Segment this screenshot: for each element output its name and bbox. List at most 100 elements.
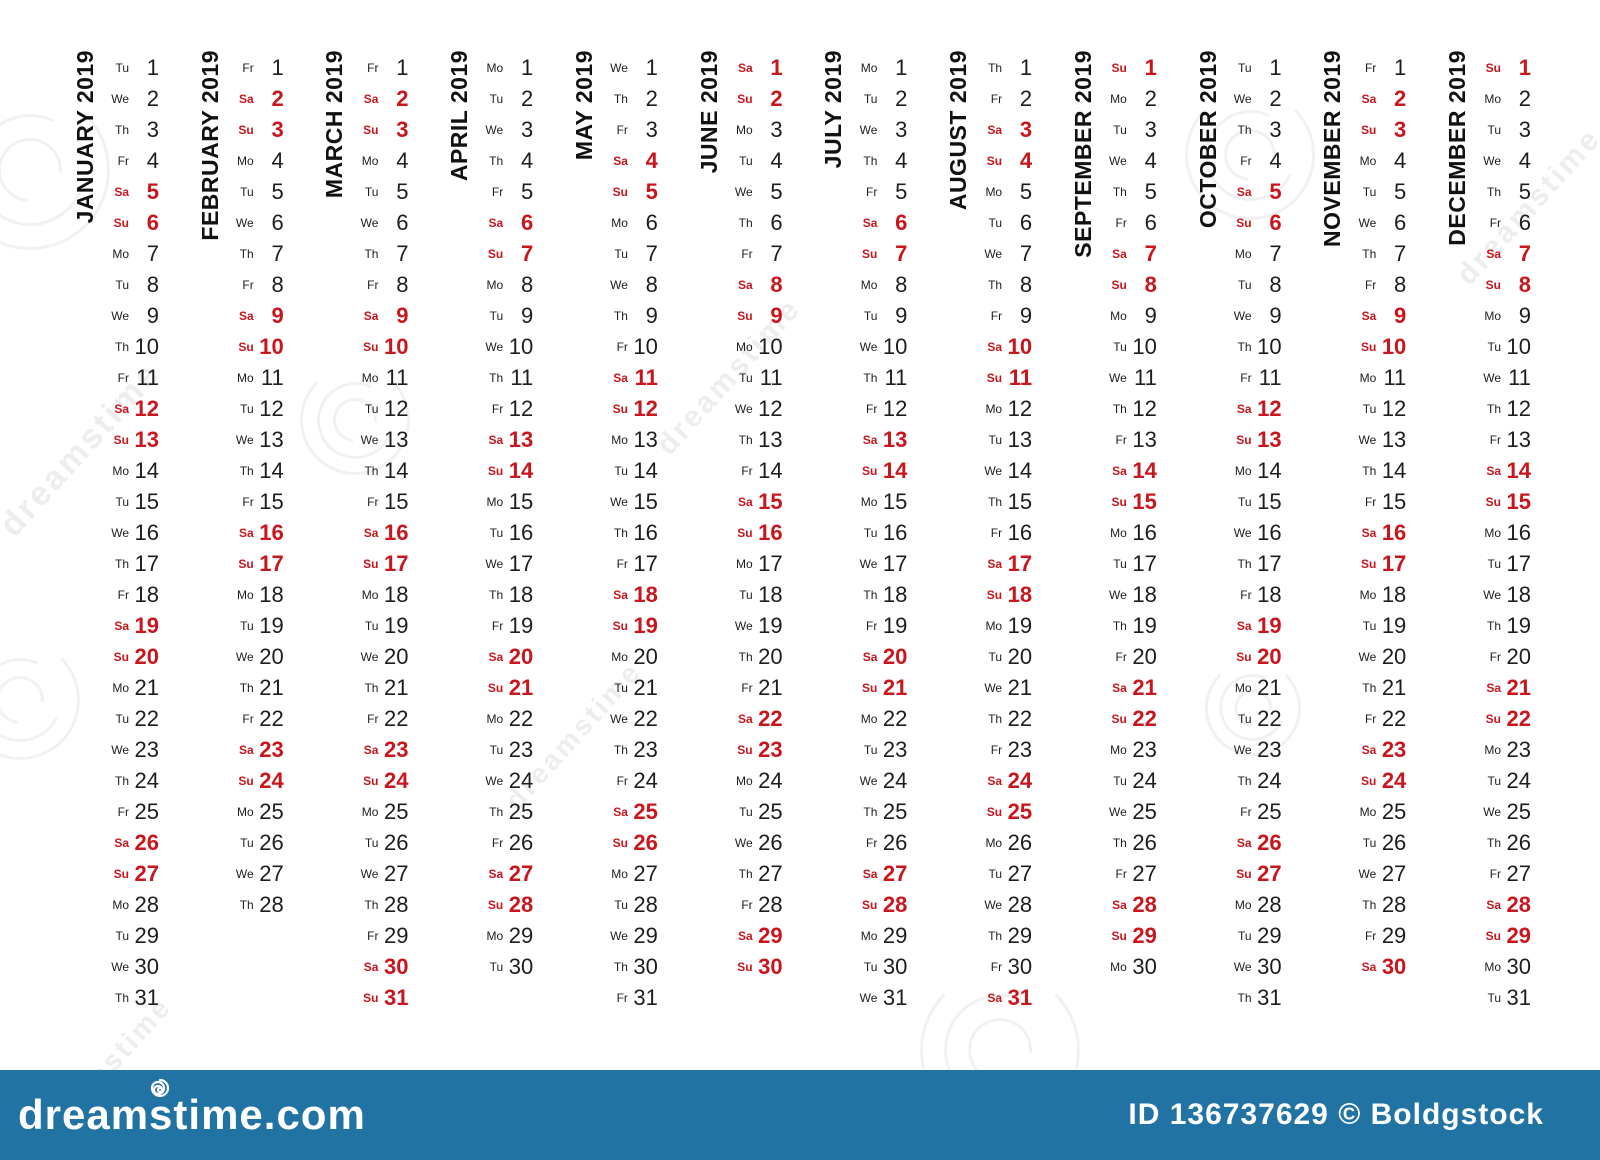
weekday-label: We bbox=[111, 91, 129, 106]
weekday-label: Tu bbox=[1238, 711, 1252, 726]
day-row: Su 15 bbox=[1105, 486, 1156, 517]
weekday-label: We bbox=[859, 122, 878, 137]
weekday-label: Fr bbox=[741, 680, 753, 695]
weekday-label: Sa bbox=[1361, 525, 1377, 540]
day-number: 4 bbox=[1518, 147, 1532, 173]
weekday-label: Mo bbox=[1359, 370, 1377, 385]
weekday-label: We bbox=[360, 649, 379, 664]
day-row: Tu 30 bbox=[481, 951, 534, 982]
day-number: 6 bbox=[271, 209, 284, 235]
day-number: 11 bbox=[136, 364, 159, 390]
day-number: 7 bbox=[520, 240, 534, 266]
weekday-label: Fr bbox=[1115, 866, 1127, 881]
weekday-label: Tu bbox=[739, 587, 753, 602]
weekday-label: Tu bbox=[489, 742, 504, 757]
weekday-label: We bbox=[610, 60, 628, 75]
day-number: 4 bbox=[770, 147, 783, 173]
day-row: Su 3 bbox=[356, 114, 408, 145]
day-row: Th 20 bbox=[731, 641, 783, 672]
day-row: Th 12 bbox=[1105, 393, 1157, 424]
day-row: We 19 bbox=[731, 610, 783, 641]
weekday-label: Tu bbox=[240, 184, 254, 199]
weekday-label: Fr bbox=[990, 959, 1003, 974]
day-row: Sa 15 bbox=[731, 486, 783, 517]
weekday-label: Th bbox=[239, 246, 254, 261]
day-row: Mo 19 bbox=[980, 610, 1032, 641]
day-number: 12 bbox=[1381, 395, 1407, 421]
day-row: Th 30 bbox=[606, 951, 658, 982]
day-row: Fr 29 bbox=[1354, 920, 1406, 951]
day-row: Sa 13 bbox=[481, 424, 534, 455]
weekday-label: Fr bbox=[1115, 215, 1127, 230]
weekday-label: We bbox=[1358, 215, 1377, 230]
day-row: Fr 31 bbox=[606, 982, 658, 1013]
day-number: 31 bbox=[882, 984, 908, 1010]
weekday-label: Th bbox=[114, 556, 129, 571]
day-number: 27 bbox=[1132, 860, 1157, 886]
weekday-label: Mo bbox=[735, 339, 753, 354]
weekday-label: Sa bbox=[1112, 463, 1127, 478]
weekday-label: Tu bbox=[489, 525, 504, 540]
day-row: Fr 15 bbox=[356, 486, 408, 517]
weekday-label: Fr bbox=[616, 990, 628, 1005]
day-row: Fr 19 bbox=[481, 610, 533, 641]
day-row: Su 18 bbox=[980, 579, 1032, 610]
day-row: Mo 15 bbox=[855, 486, 908, 517]
day-number: 27 bbox=[383, 860, 409, 886]
weekday-label: Mo bbox=[237, 370, 254, 385]
weekday-label: Fr bbox=[491, 835, 504, 850]
day-row: Mo 1 bbox=[855, 52, 908, 83]
day-row: Mo 7 bbox=[1230, 238, 1282, 269]
weekday-label: Mo bbox=[1110, 308, 1127, 323]
day-row: Su 21 bbox=[481, 672, 533, 703]
day-row: Mo 14 bbox=[107, 455, 159, 486]
day-row: Sa 4 bbox=[606, 145, 658, 176]
weekday-label: Th bbox=[1112, 835, 1127, 850]
weekday-label: Th bbox=[988, 60, 1003, 75]
day-number: 24 bbox=[633, 767, 658, 793]
day-number: 22 bbox=[383, 705, 409, 731]
weekday-label: Su bbox=[737, 742, 753, 757]
weekday-label: Mo bbox=[1234, 246, 1252, 261]
day-row: Fr 18 bbox=[1230, 579, 1281, 610]
weekday-label: Mo bbox=[985, 184, 1003, 199]
weekday-label: We bbox=[485, 122, 504, 137]
day-row: Fr 12 bbox=[481, 393, 533, 424]
day-row: Su 29 bbox=[1105, 920, 1156, 951]
day-row: Tu 26 bbox=[1354, 827, 1407, 858]
weekday-label: Sa bbox=[1112, 680, 1127, 695]
day-number: 11 bbox=[884, 364, 908, 390]
month-label: APRIL 2019 bbox=[446, 50, 473, 182]
day-row: Sa 18 bbox=[606, 579, 658, 610]
day-number: 2 bbox=[146, 85, 159, 111]
day-row: Su 10 bbox=[1354, 331, 1406, 362]
day-number: 5 bbox=[645, 178, 658, 204]
day-number: 9 bbox=[1269, 302, 1282, 328]
weekday-label: Sa bbox=[737, 277, 753, 292]
day-row: We 1 bbox=[606, 52, 658, 83]
day-row: Mo 21 bbox=[1230, 672, 1282, 703]
weekday-label: Tu bbox=[1487, 990, 1502, 1005]
day-row: We 20 bbox=[356, 641, 409, 672]
weekday-label: Th bbox=[613, 742, 628, 757]
day-number: 28 bbox=[758, 891, 783, 917]
day-row: Th 27 bbox=[731, 858, 783, 889]
day-number: 14 bbox=[1381, 457, 1407, 483]
weekday-label: Tu bbox=[988, 215, 1003, 230]
month-days: Tu 1 We 2 Th 3 Fr 4 Sa 5 Su 6 Mo 7 Tu 8 We 9 Th 10 Fr 11 Sa 12 S… bbox=[1230, 52, 1282, 1013]
weekday-label: Su bbox=[363, 990, 379, 1005]
day-row: Fr 29 bbox=[356, 920, 408, 951]
day-row: Fr 2 bbox=[980, 83, 1032, 114]
day-row: Fr 14 bbox=[731, 455, 782, 486]
month-days: Th 1 Fr 2 Sa 3 Su 4 Mo 5 Tu 6 We 7 Th 8 Fr 9 Sa 10 Su 11 Mo 12 T… bbox=[980, 52, 1032, 1013]
day-row: Tu 28 bbox=[606, 889, 658, 920]
day-number: 16 bbox=[1506, 519, 1532, 545]
day-row: Sa 9 bbox=[232, 300, 284, 331]
weekday-label: Fr bbox=[491, 184, 504, 199]
day-number: 19 bbox=[1007, 612, 1033, 638]
day-number: 27 bbox=[259, 860, 284, 886]
day-row: Fr 27 bbox=[1479, 858, 1531, 889]
weekday-label: Th bbox=[738, 649, 753, 664]
day-row: Fr 11 bbox=[1230, 362, 1281, 393]
weekday-label: Su bbox=[1111, 60, 1127, 75]
